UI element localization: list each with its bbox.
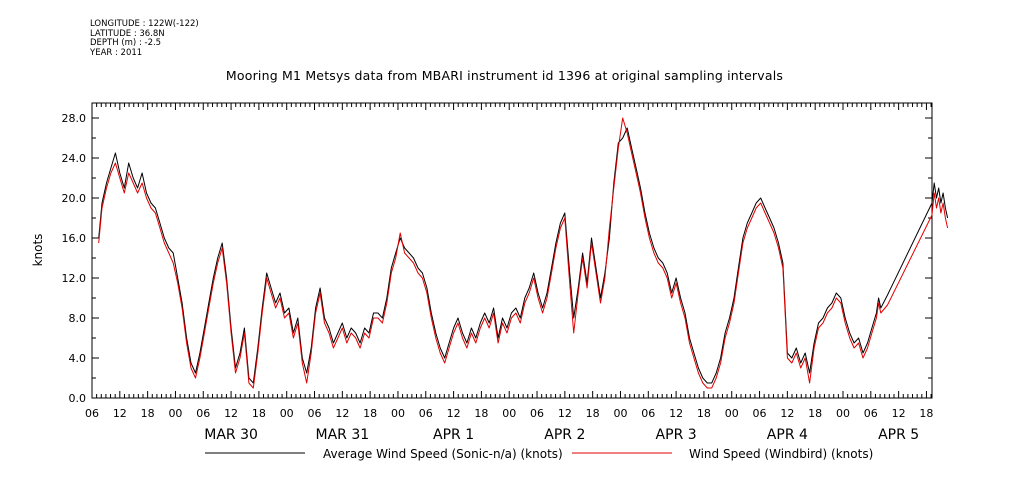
x-date-label: MAR 30 xyxy=(204,427,258,443)
y-axis-label: knots xyxy=(31,234,45,267)
y-tick-label: 24.0 xyxy=(62,152,87,165)
y-tick-label: 4.0 xyxy=(69,352,87,365)
x-hour-label: 18 xyxy=(474,407,488,420)
x-date-label: APR 1 xyxy=(433,427,474,443)
x-hour-label: 00 xyxy=(391,407,405,420)
x-hour-label: 00 xyxy=(280,407,294,420)
x-hour-label: 18 xyxy=(919,407,933,420)
y-tick-label: 28.0 xyxy=(62,112,87,125)
x-hour-label: 06 xyxy=(308,407,322,420)
x-date-label: MAR 31 xyxy=(316,427,370,443)
legend: Average Wind Speed (Sonic-n/a) (knots) W… xyxy=(205,447,873,461)
x-hour-label: 18 xyxy=(697,407,711,420)
x-hour-label: 00 xyxy=(725,407,739,420)
x-hour-label: 00 xyxy=(502,407,516,420)
series-layer xyxy=(98,117,949,389)
x-hour-label: 18 xyxy=(808,407,822,420)
x-hour-label: 12 xyxy=(780,407,794,420)
x-hour-label: 12 xyxy=(224,407,238,420)
series-line-sonic xyxy=(98,127,949,384)
plot-frame xyxy=(91,102,933,399)
y-tick-label: 16.0 xyxy=(62,232,87,245)
x-hour-label: 06 xyxy=(419,407,433,420)
x-hour-label: 00 xyxy=(836,407,850,420)
x-date-label: APR 4 xyxy=(767,427,808,443)
series-line-windbird xyxy=(98,117,949,389)
x-hour-label: 06 xyxy=(530,407,544,420)
x-date-label: APR 5 xyxy=(878,427,919,443)
x-hour-label: 12 xyxy=(335,407,349,420)
y-tick-label: 12.0 xyxy=(62,272,87,285)
x-hour-label: 06 xyxy=(85,407,99,420)
x-hour-label: 00 xyxy=(613,407,627,420)
x-hour-label: 06 xyxy=(753,407,767,420)
meta-depth: DEPTH (m) : -2.5 xyxy=(90,38,162,48)
x-date-label: APR 2 xyxy=(544,427,585,443)
x-hour-label: 12 xyxy=(113,407,127,420)
y-tick-label: 20.0 xyxy=(62,192,87,205)
x-hour-label: 18 xyxy=(363,407,377,420)
meta-latitude: LATITUDE : 36.8N xyxy=(90,28,165,39)
x-hour-label: 06 xyxy=(864,407,878,420)
chart-title: Mooring M1 Metsys data from MBARI instru… xyxy=(225,68,784,83)
axis-ticks: 0.0 4.0 8.0 12.0 16.0 20.0 24.0 28.0 06 12 18 00 06 1… xyxy=(62,103,933,443)
meta-longitude: LONGITUDE : 122W(-122) xyxy=(90,19,199,29)
x-hour-label: 12 xyxy=(669,407,683,420)
x-hour-label: 12 xyxy=(447,407,461,420)
x-hour-label: 18 xyxy=(586,407,600,420)
legend-label-windbird: Wind Speed (Windbird) (knots) xyxy=(689,447,873,461)
x-hour-label: 00 xyxy=(168,407,182,420)
meta-year: YEAR : 2011 xyxy=(90,47,143,58)
x-hour-label: 18 xyxy=(141,407,155,420)
metadata-block: LONGITUDE : 122W(-122) LATITUDE : 36.8N … xyxy=(90,19,199,58)
x-hour-label: 12 xyxy=(892,407,906,420)
x-hour-label: 12 xyxy=(558,407,572,420)
x-hour-label: 06 xyxy=(641,407,655,420)
y-tick-label: 0.0 xyxy=(69,392,87,405)
y-tick-label: 8.0 xyxy=(69,312,87,325)
x-hour-label: 18 xyxy=(252,407,266,420)
x-date-label: APR 3 xyxy=(656,427,697,443)
x-hour-label: 06 xyxy=(196,407,210,420)
legend-label-sonic: Average Wind Speed (Sonic-n/a) (knots) xyxy=(323,447,563,461)
